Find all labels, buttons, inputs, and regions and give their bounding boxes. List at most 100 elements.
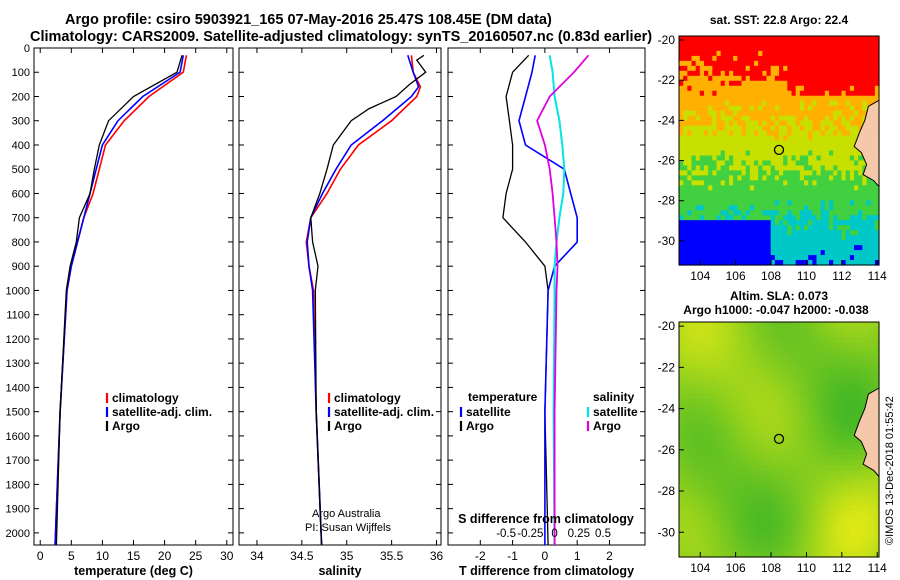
map-cell — [716, 245, 722, 251]
map-cell — [745, 419, 751, 425]
map-cell — [683, 485, 688, 492]
map-cell — [858, 75, 863, 82]
map-cell — [808, 546, 813, 553]
map-cell — [849, 245, 855, 251]
map-cell — [854, 536, 859, 543]
map-cell — [695, 85, 701, 92]
map-cell — [695, 465, 701, 471]
map-cell — [762, 80, 768, 87]
map-cell — [733, 85, 738, 92]
map-cell — [758, 429, 763, 435]
map-cell — [795, 55, 801, 62]
map-cell — [766, 230, 772, 236]
map-cell — [791, 327, 797, 333]
map-cell — [695, 180, 701, 186]
map-cell — [837, 516, 843, 522]
map-cell — [720, 383, 726, 390]
map-cell — [724, 470, 730, 476]
map-cell — [812, 180, 818, 186]
map-cell — [779, 352, 784, 359]
map-cell — [729, 413, 734, 420]
map-cell — [829, 175, 834, 181]
map-cell — [687, 65, 693, 72]
map-cell — [812, 75, 818, 82]
map-cell — [724, 50, 730, 57]
map-cell — [866, 367, 872, 374]
map-cell — [820, 500, 826, 507]
map-cell — [804, 205, 809, 211]
map-cell — [749, 500, 755, 507]
map-cell — [783, 115, 788, 122]
map-cell — [874, 342, 880, 349]
map-cell — [712, 378, 718, 384]
map-cell — [774, 130, 780, 137]
map-cell — [816, 511, 822, 517]
map-cell — [783, 449, 788, 456]
map-cell — [695, 495, 701, 502]
map-cell — [808, 165, 813, 172]
map-cell — [816, 215, 822, 221]
map-cell — [770, 322, 776, 328]
map-cell — [745, 155, 751, 162]
map-cell — [729, 352, 734, 359]
map-cell — [766, 485, 772, 492]
map-cell — [774, 235, 780, 241]
map-cell — [716, 419, 722, 425]
map-cell — [745, 413, 751, 420]
map-cell — [783, 95, 788, 102]
map-cell — [799, 170, 805, 176]
map-cell — [816, 408, 822, 415]
map-cell — [837, 140, 843, 147]
map-cell — [762, 357, 768, 364]
map-cell — [729, 85, 734, 92]
map-cell — [795, 180, 801, 186]
map-cell — [812, 36, 818, 42]
map-cell — [720, 495, 726, 502]
map-cell — [766, 120, 772, 127]
map-cell — [824, 80, 830, 87]
map-cell — [766, 95, 772, 102]
map-cell — [687, 175, 693, 181]
map-cell — [695, 55, 701, 62]
map-cell — [741, 449, 747, 456]
map-cell — [737, 150, 743, 157]
map-cell — [766, 383, 772, 390]
map-cell — [854, 337, 859, 344]
map-cell — [795, 140, 801, 147]
map-cell — [870, 470, 876, 476]
map-cell — [720, 511, 726, 517]
map-cell — [716, 190, 722, 196]
map-cell — [824, 393, 830, 400]
map-cell — [791, 541, 797, 548]
map-cell — [749, 175, 755, 181]
map-cell — [824, 90, 830, 97]
map-cell — [833, 180, 838, 186]
map-cell — [866, 531, 872, 538]
map-cell — [841, 337, 847, 344]
map-cell — [837, 75, 843, 82]
y-tick-label: -30 — [658, 525, 676, 539]
map-cell — [691, 210, 697, 216]
map-cell — [704, 419, 709, 425]
map-cell — [754, 125, 759, 132]
map-cell — [837, 175, 843, 181]
map-cell — [704, 125, 709, 132]
map-cell — [754, 40, 759, 47]
map-cell — [720, 500, 726, 507]
map-cell — [733, 398, 738, 405]
map-cell — [749, 40, 755, 47]
map-cell — [787, 60, 793, 67]
map-cell — [762, 439, 768, 446]
map-cell — [754, 419, 759, 425]
map-cell — [816, 50, 822, 57]
map-cell — [808, 140, 813, 147]
map-cell — [745, 140, 751, 147]
map-cell — [862, 551, 868, 558]
map-cell — [683, 260, 688, 266]
map-cell — [829, 424, 834, 430]
map-cell — [791, 150, 797, 157]
map-cell — [745, 195, 751, 201]
map-cell — [841, 541, 847, 548]
map-cell — [704, 250, 709, 256]
map-cell — [729, 495, 734, 502]
